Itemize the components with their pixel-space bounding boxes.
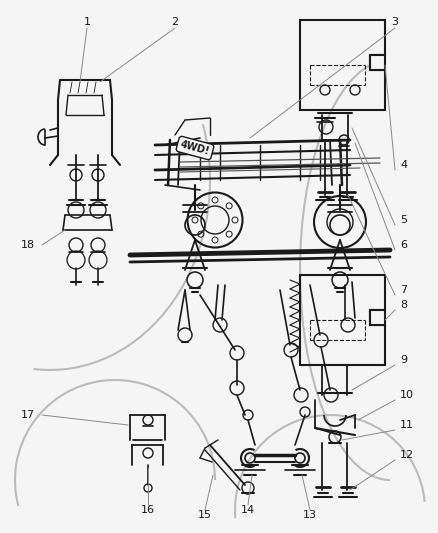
Text: 12: 12 <box>399 450 413 460</box>
Text: 2: 2 <box>171 17 178 27</box>
Text: 4: 4 <box>399 160 406 170</box>
Polygon shape <box>369 55 384 70</box>
Text: 14: 14 <box>240 505 254 515</box>
Text: 3: 3 <box>391 17 398 27</box>
Text: 1: 1 <box>83 17 90 27</box>
Text: 11: 11 <box>399 420 413 430</box>
Text: 4WD!: 4WD! <box>179 139 210 157</box>
Text: 7: 7 <box>399 285 406 295</box>
Polygon shape <box>369 310 384 325</box>
Text: 13: 13 <box>302 510 316 520</box>
Text: 17: 17 <box>21 410 35 420</box>
Text: 6: 6 <box>399 240 406 250</box>
Text: 18: 18 <box>21 240 35 250</box>
Text: 8: 8 <box>399 300 406 310</box>
Text: 10: 10 <box>399 390 413 400</box>
Text: 9: 9 <box>399 355 406 365</box>
Text: 16: 16 <box>141 505 155 515</box>
Text: 15: 15 <box>198 510 212 520</box>
Text: 5: 5 <box>399 215 406 225</box>
